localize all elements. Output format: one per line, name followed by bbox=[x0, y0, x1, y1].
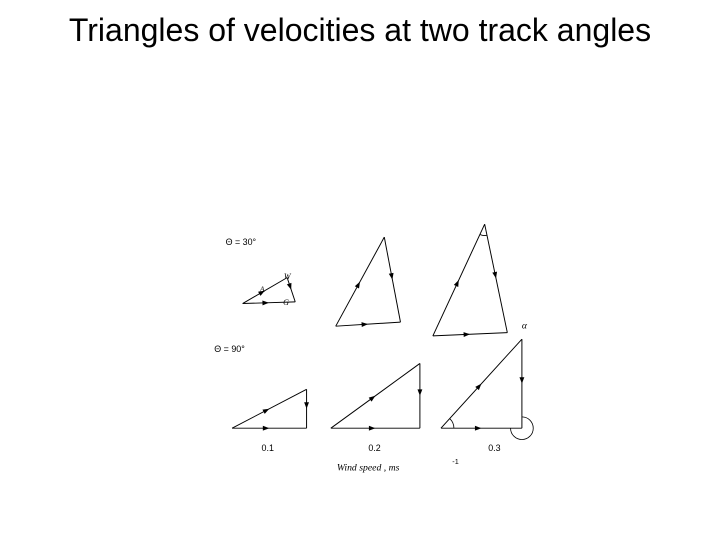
svg-text:G: G bbox=[283, 298, 289, 307]
diagram-stage: Θ = 30° W A G Θ = 90° α 0.1 0.2 0.3 Wind speed , … bbox=[150, 140, 570, 480]
slide-title: Triangles of velocities at two track ang… bbox=[0, 12, 720, 49]
svg-text:0.2: 0.2 bbox=[368, 443, 380, 453]
velocity-triangles-diagram: Θ = 30° W A G Θ = 90° α 0.1 0.2 0.3 Wind speed , … bbox=[150, 140, 570, 480]
svg-text:0.1: 0.1 bbox=[262, 443, 274, 453]
svg-text:0.3: 0.3 bbox=[488, 443, 500, 453]
svg-text:Wind speed , ms: Wind speed , ms bbox=[337, 462, 400, 473]
svg-text:-1: -1 bbox=[452, 457, 458, 466]
svg-text:α: α bbox=[522, 321, 528, 332]
svg-text:Θ = 30°: Θ = 30° bbox=[226, 237, 257, 247]
svg-text:A: A bbox=[259, 285, 265, 294]
svg-text:Θ = 90°: Θ = 90° bbox=[214, 344, 245, 354]
svg-text:W: W bbox=[284, 272, 292, 281]
